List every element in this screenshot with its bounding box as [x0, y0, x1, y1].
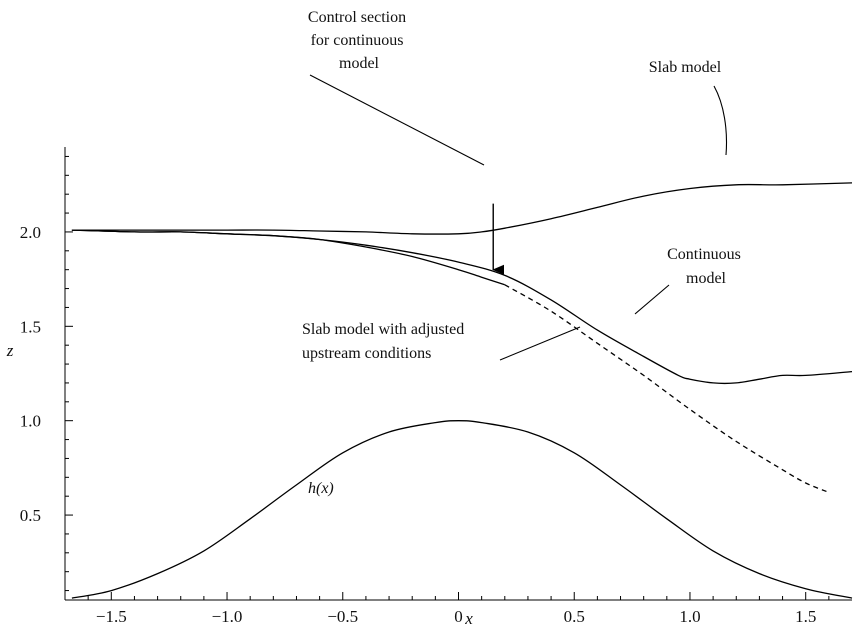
x-tick-label-4: 0.5 — [564, 607, 585, 626]
y-axis-label: z — [6, 341, 14, 360]
axes: −1.5 −1.0 −0.5 0 0.5 1.0 1.5 0.5 1.0 1.5 2.0 x z — [6, 147, 852, 628]
y-tick-label-0: 0.5 — [20, 506, 41, 525]
annotation-control-section: Control section for continuous model — [308, 9, 410, 72]
x-ticks: −1.5 −1.0 −0.5 0 0.5 1.0 1.5 — [87, 592, 830, 626]
annotation-hx: h(x) — [308, 480, 334, 497]
annotations: Control section for continuous model Sla… — [302, 9, 745, 497]
series-slab-adjusted — [71, 229, 506, 286]
x-tick-label-6: 1.5 — [795, 607, 816, 626]
y-tick-label-3: 2.0 — [20, 223, 41, 242]
y-tick-label-2: 1.5 — [20, 317, 41, 336]
series-slab — [71, 182, 853, 235]
x-axis-label: x — [464, 609, 473, 628]
series-group — [71, 182, 853, 599]
continuous-model-leader — [634, 284, 670, 315]
y-tick-label-1: 1.0 — [20, 412, 41, 431]
control-section-leader — [309, 74, 485, 166]
x-tick-label-2: −0.5 — [327, 607, 358, 626]
slab-adjusted-leader — [499, 326, 581, 361]
x-tick-label-5: 1.0 — [679, 607, 700, 626]
slab-model-leader — [713, 85, 727, 156]
x-tick-label-3: 0 — [454, 607, 463, 626]
series-slab-adjusted-dashed — [504, 284, 830, 494]
annotation-slab-model: Slab model — [649, 59, 722, 76]
series-topography — [71, 420, 853, 599]
x-tick-label-0: −1.5 — [96, 607, 127, 626]
annotation-slab-adjusted: Slab model with adjusted upstream condit… — [302, 321, 468, 362]
y-ticks: 0.5 1.0 1.5 2.0 — [20, 155, 73, 592]
x-tick-label-1: −1.0 — [212, 607, 243, 626]
annotation-continuous-model: Continuous model — [667, 246, 745, 287]
